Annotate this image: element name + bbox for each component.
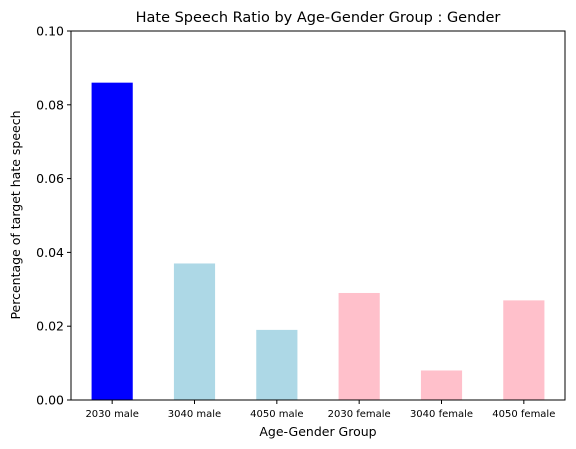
x-tick-label: 3040 female — [410, 409, 473, 420]
plot-frame — [70, 30, 566, 401]
y-tick-label: 0.02 — [36, 319, 64, 334]
y-axis-label: Percentage of target hate speech — [8, 110, 23, 319]
x-axis-label: Age-Gender Group — [259, 424, 376, 439]
x-tick-label: 2030 female — [328, 409, 391, 420]
x-tick-label: 4050 female — [492, 409, 555, 420]
y-tick-label: 0.00 — [36, 393, 64, 408]
bar-2030-female — [338, 292, 380, 400]
bar-3040-female — [420, 370, 463, 400]
x-tick-label: 2030 male — [85, 409, 138, 420]
y-tick-label: 0.10 — [36, 24, 64, 39]
bar-3040-male — [173, 263, 216, 400]
x-tick-label: 4050 male — [250, 409, 303, 420]
chart-title: Hate Speech Ratio by Age-Gender Group : … — [136, 10, 501, 26]
x-tick-label: 3040 male — [168, 409, 221, 420]
bar-2030-male — [91, 82, 133, 400]
y-tick-label: 0.08 — [36, 97, 64, 112]
bars-group — [91, 82, 545, 400]
bar-4050-male — [256, 329, 298, 400]
ticks-group: 2030 male 3040 male 4050 male 2030 female 30… — [36, 24, 555, 421]
y-tick-label: 0.04 — [36, 245, 64, 260]
y-tick-label: 0.06 — [36, 171, 64, 186]
bar-4050-female — [503, 300, 545, 400]
